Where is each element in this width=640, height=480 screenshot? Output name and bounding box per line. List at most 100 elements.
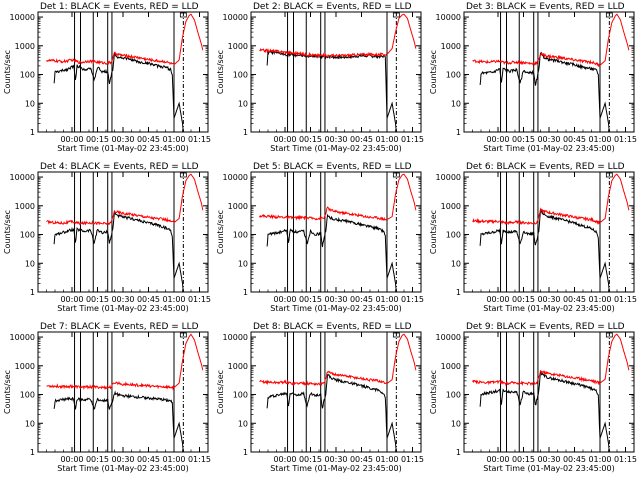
x-tick-label: 01:00 [588,135,611,144]
y-tick-label: 10 [451,419,461,428]
panel-det-8: Det 8: BLACK = Events, RED = LLD 1 10 100 10… [216,322,424,473]
x-tick-label: 00:15 [512,455,535,464]
series-events-line [266,50,397,132]
x-tick-label: 00:30 [324,295,347,304]
y-tick-label: 10 [25,99,35,108]
x-tick-label: 01:15 [401,295,424,304]
x-tick-label: 00:45 [350,455,373,464]
y-tick-label: 1 [30,128,35,137]
x-tick-label: 00:45 [563,135,586,144]
series-events-line [266,373,397,452]
plot-frame [250,171,422,293]
panel-title: Det 6: BLACK = Events, RED = LLD [466,162,625,172]
y-axis-label: Counts/sec [216,210,225,254]
x-tick-label: 00:30 [111,295,134,304]
x-tick-label: 01:00 [588,455,611,464]
x-tick-label: 00:30 [537,135,560,144]
plot-area [46,172,204,292]
series-lld-line [46,13,204,66]
y-tick-label: 100 [233,391,248,400]
y-tick-label: 100 [446,71,461,80]
attenuator-marker [392,12,400,18]
x-tick-label: 01:15 [188,455,211,464]
x-tick-label: 00:45 [350,295,373,304]
series-lld-line [472,333,630,387]
attenuator-marker [392,332,400,338]
panel-title: Det 5: BLACK = Events, RED = LLD [253,162,412,172]
series-lld-line [472,173,630,226]
x-tick-label: 01:00 [375,135,398,144]
x-tick-label: 00:15 [86,135,109,144]
series-lld-line [46,333,204,391]
y-tick-label: 1000 [441,42,461,51]
y-tick-label: 10000 [10,333,35,342]
x-tick-label: 00:00 [486,295,509,304]
x-tick-label: 00:00 [273,295,296,304]
y-axis-label: Counts/sec [3,210,12,254]
panel-title: Det 9: BLACK = Events, RED = LLD [466,322,625,332]
y-tick-label: 10 [451,259,461,268]
x-tick-label: 00:00 [60,295,83,304]
x-tick-label: 00:30 [537,455,560,464]
y-tick-label: 10000 [10,173,35,182]
panel-det-7: Det 7: BLACK = Events, RED = LLD 1 10 100 10… [3,322,211,473]
series-lld-line [259,333,417,387]
y-tick-label: 10000 [436,13,461,22]
y-tick-label: 10 [238,419,248,428]
y-tick-label: 10000 [223,173,248,182]
x-tick-label: 00:15 [299,295,322,304]
panel-title: Det 2: BLACK = Events, RED = LLD [253,2,412,12]
y-tick-label: 100 [233,71,248,80]
plot-frame [37,171,209,293]
x-axis-label: Start Time (01-May-02 23:45:00) [57,464,188,473]
plot-frame [250,11,422,133]
x-tick-label: 00:45 [137,135,160,144]
x-tick-label: 01:15 [401,455,424,464]
x-tick-label: 00:15 [86,455,109,464]
series-lld-line [46,173,204,226]
y-tick-label: 1000 [441,202,461,211]
panel-title: Det 7: BLACK = Events, RED = LLD [40,322,199,332]
y-tick-label: 100 [20,231,35,240]
x-tick-label: 00:15 [299,455,322,464]
x-tick-label: 00:45 [137,295,160,304]
y-tick-label: 10 [238,99,248,108]
y-tick-label: 10000 [10,13,35,22]
y-tick-label: 10 [238,259,248,268]
plot-frame [37,11,209,133]
series-events-line [53,390,184,452]
panel-det-3: Det 3: BLACK = Events, RED = LLD 1 10 100 10… [429,2,637,153]
series-lld-line [259,173,417,222]
y-tick-label: 100 [446,231,461,240]
plot-area [259,12,417,132]
x-tick-label: 00:00 [273,455,296,464]
plot-area [472,12,630,132]
x-tick-label: 01:15 [614,455,637,464]
x-tick-label: 00:15 [86,295,109,304]
x-axis-label: Start Time (01-May-02 23:45:00) [57,304,188,313]
x-tick-label: 01:00 [162,135,185,144]
series-events-line [479,51,610,132]
plot-area [472,172,630,292]
plot-frame [463,171,635,293]
y-tick-label: 100 [20,391,35,400]
plot-area [46,12,204,132]
plot-area [472,332,630,452]
x-tick-label: 00:30 [324,455,347,464]
panel-title: Det 8: BLACK = Events, RED = LLD [253,322,412,332]
attenuator-marker [179,332,187,338]
y-tick-label: 100 [20,71,35,80]
x-tick-label: 00:00 [273,135,296,144]
y-tick-label: 1 [30,288,35,297]
y-tick-label: 1 [456,448,461,457]
y-tick-label: 1000 [228,362,248,371]
series-events-line [53,52,184,132]
y-tick-label: 10 [451,99,461,108]
x-tick-label: 00:30 [537,295,560,304]
y-tick-label: 1000 [15,42,35,51]
series-lld-line [259,13,417,59]
y-axis-label: Counts/sec [216,370,225,414]
x-axis-label: Start Time (01-May-02 23:45:00) [270,464,401,473]
series-events-line [479,209,610,292]
